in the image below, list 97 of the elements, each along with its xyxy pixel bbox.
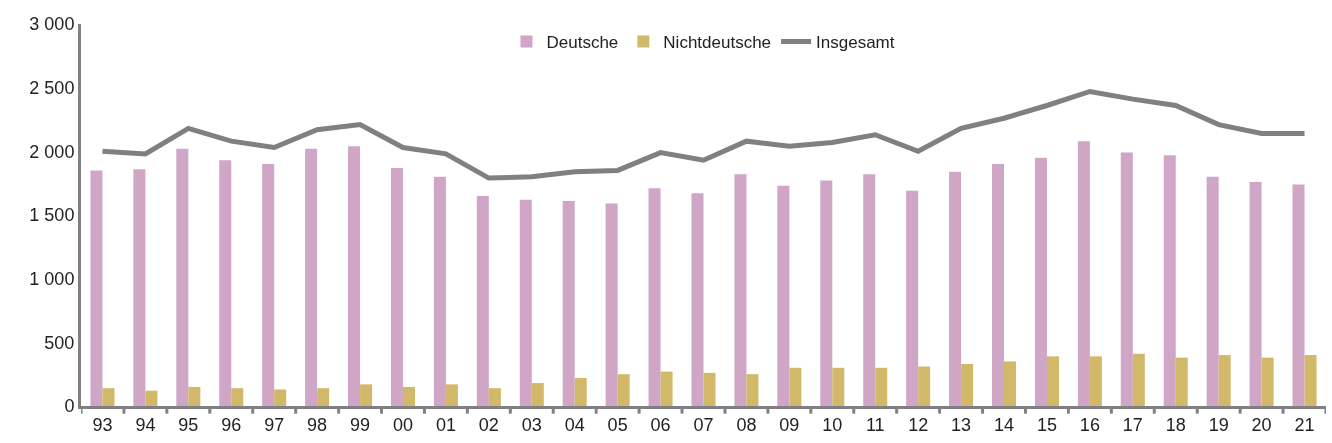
x-tick-label: 16 xyxy=(1079,414,1100,435)
bar xyxy=(949,171,962,406)
x-tick-label: 06 xyxy=(650,414,671,435)
x-tick-label: 15 xyxy=(1036,414,1057,435)
x-tick-label: 05 xyxy=(607,414,628,435)
bar xyxy=(875,367,888,406)
bar xyxy=(90,170,103,406)
legend-label: Nichtdeutsche xyxy=(663,33,772,53)
bar xyxy=(188,386,201,406)
bar xyxy=(961,363,974,406)
x-tick-label: 10 xyxy=(822,414,843,435)
y-tick-label: 500 xyxy=(44,332,75,353)
bar xyxy=(1261,357,1274,406)
bar xyxy=(734,174,747,406)
bar xyxy=(445,384,458,406)
bar xyxy=(832,367,845,406)
x-tick-label: 17 xyxy=(1122,414,1143,435)
bar xyxy=(360,384,373,406)
x-tick-label: 07 xyxy=(693,414,714,435)
bar xyxy=(906,190,919,406)
bar xyxy=(402,386,415,406)
bar xyxy=(433,176,446,406)
bar xyxy=(219,160,232,406)
bar xyxy=(348,146,361,406)
bar xyxy=(102,388,115,406)
bar xyxy=(660,371,673,406)
bar xyxy=(648,188,661,406)
bar xyxy=(476,195,489,406)
bar xyxy=(1292,184,1305,406)
bar xyxy=(1120,152,1133,406)
bar xyxy=(390,167,403,406)
bar xyxy=(820,180,833,406)
x-tick-label: 03 xyxy=(521,414,542,435)
x-tick-label: 12 xyxy=(908,414,929,435)
bar xyxy=(605,203,618,406)
x-tick-label: 00 xyxy=(392,414,413,435)
x-tick-label: 11 xyxy=(865,414,885,435)
bar xyxy=(488,388,501,406)
bar xyxy=(746,374,759,406)
y-tick-label: 1 500 xyxy=(29,205,75,226)
bar xyxy=(617,374,630,406)
bar xyxy=(918,366,931,406)
bar xyxy=(305,148,318,406)
x-tick-label: 93 xyxy=(92,414,113,435)
y-tick-label: 1 000 xyxy=(29,268,75,289)
bar xyxy=(1304,355,1317,406)
x-tick-label: 94 xyxy=(135,414,156,435)
y-tick-label: 0 xyxy=(64,396,75,417)
bar xyxy=(1089,356,1102,406)
legend-label: Deutsche xyxy=(546,33,619,53)
bar xyxy=(1046,356,1059,406)
legend-label: Insgesamt xyxy=(816,33,895,53)
bar xyxy=(1175,357,1188,406)
bar xyxy=(1077,141,1090,406)
bar xyxy=(1034,157,1047,406)
bar xyxy=(1206,176,1219,406)
x-tick-label: 97 xyxy=(264,414,285,435)
x-tick-label: 19 xyxy=(1208,414,1229,435)
bar xyxy=(176,148,189,406)
bar xyxy=(133,169,146,406)
bar xyxy=(317,388,330,406)
bar xyxy=(789,367,802,406)
bar xyxy=(231,388,244,406)
x-tick-label: 21 xyxy=(1294,414,1315,435)
x-tick-label: 08 xyxy=(736,414,757,435)
x-tick-label: 99 xyxy=(350,414,371,435)
bar xyxy=(863,174,876,406)
bar xyxy=(1132,353,1145,406)
bar xyxy=(274,389,287,406)
x-tick-label: 14 xyxy=(994,414,1015,435)
bar xyxy=(1004,361,1017,406)
y-tick-label: 3 000 xyxy=(29,14,75,35)
bar xyxy=(1163,155,1176,406)
y-tick-label: 2 000 xyxy=(29,141,75,162)
x-tick-label: 96 xyxy=(221,414,242,435)
bar xyxy=(992,164,1005,406)
x-tick-label: 02 xyxy=(478,414,499,435)
bar xyxy=(1249,181,1262,406)
x-tick-label: 09 xyxy=(779,414,800,435)
x-tick-label: 95 xyxy=(178,414,199,435)
x-tick-label: 98 xyxy=(307,414,328,435)
bar xyxy=(262,164,275,406)
x-tick-label: 04 xyxy=(564,414,585,435)
x-tick-label: 13 xyxy=(951,414,972,435)
bar xyxy=(519,199,532,406)
y-tick-label: 2 500 xyxy=(29,77,75,98)
x-tick-label: 18 xyxy=(1165,414,1186,435)
bar xyxy=(145,390,158,406)
x-tick-label: 01 xyxy=(435,414,456,435)
bar xyxy=(1218,355,1231,406)
x-tick-label: 20 xyxy=(1251,414,1272,435)
bar xyxy=(531,383,544,406)
bar xyxy=(777,185,790,406)
bar xyxy=(562,200,575,406)
bar xyxy=(691,193,704,406)
bar xyxy=(703,372,716,406)
bar xyxy=(574,377,587,406)
